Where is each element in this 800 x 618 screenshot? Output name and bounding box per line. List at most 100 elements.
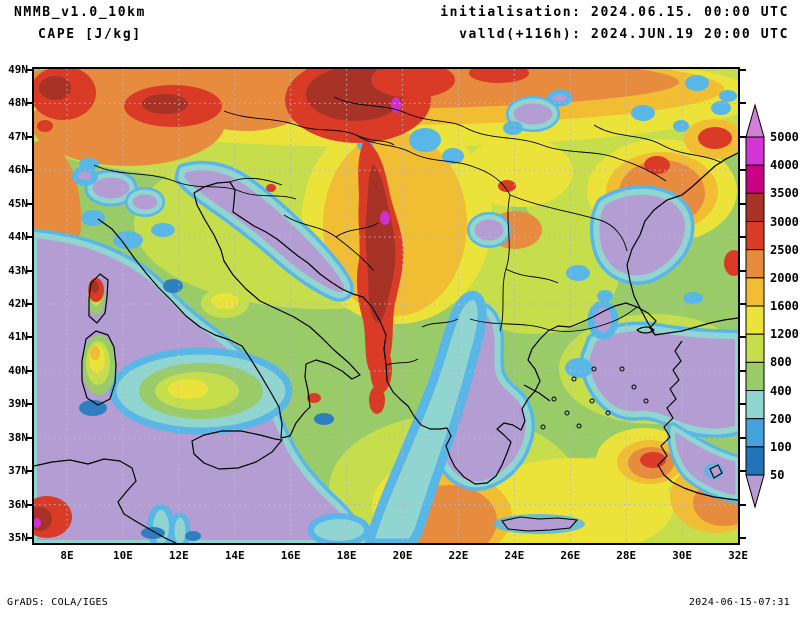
colorbar-segment — [745, 418, 765, 448]
grads-credit: GrADS: COLA/IGES — [7, 597, 109, 608]
colorbar-segment — [745, 333, 765, 363]
x-axis-tick-label: 30E — [672, 549, 693, 562]
axis-tick-mark — [740, 102, 746, 105]
cape-field — [34, 69, 738, 543]
axis-tick-mark — [740, 169, 746, 172]
crete-rhodes — [493, 463, 724, 534]
axis-tick-mark — [26, 269, 32, 272]
colorbar-segment — [745, 136, 765, 166]
x-axis-tick-label: 28E — [616, 549, 637, 562]
y-axis-tick-label: 45N — [8, 196, 28, 210]
colorbar-segment — [745, 192, 765, 223]
x-axis-tick-label: 26E — [560, 549, 581, 562]
axis-tick-mark — [26, 69, 32, 71]
y-axis-tick-label: 42N — [8, 297, 28, 310]
x-axis-tick-label: 10E — [112, 549, 133, 562]
y-axis-tick-label: 36N — [8, 497, 28, 511]
colorbar-level-label: 3000 — [770, 214, 799, 229]
axis-tick-mark — [26, 236, 32, 239]
colorbar-under-arrow — [745, 474, 765, 509]
colorbar-level-label: 100 — [770, 439, 792, 454]
y-axis-tick-label: 47N — [8, 129, 28, 143]
y-axis-tick-label: 48N — [8, 96, 28, 110]
axis-tick-mark — [740, 403, 746, 406]
colorbar-segment — [745, 221, 765, 251]
colorbar-over-arrow — [745, 103, 765, 138]
x-axis-tick-label: 8E — [60, 549, 74, 562]
y-axis-tick-label: 43N — [8, 263, 28, 277]
colorbar-segment — [745, 446, 765, 476]
colorbar-level-label: 200 — [770, 411, 792, 426]
y-axis-tick-label: 40N — [8, 363, 28, 377]
x-axis-tick-label: 20E — [392, 549, 413, 562]
axis-tick-mark — [26, 102, 32, 105]
axis-tick-mark — [740, 135, 746, 138]
axis-tick-mark — [26, 503, 32, 506]
colorbar-level-label: 3500 — [770, 186, 799, 201]
y-axis-tick-label: 38N — [8, 430, 28, 444]
country-borders — [93, 96, 723, 366]
colorbar-level-label: 50 — [770, 468, 785, 483]
map-plot-area — [32, 67, 740, 545]
y-axis-tick-label: 41N — [8, 330, 28, 344]
axis-tick-mark — [740, 69, 746, 71]
x-axis-tick-label: 32E — [728, 549, 748, 562]
x-axis-tick-label: 24E — [504, 549, 525, 562]
y-axis-tick-label: 44N — [8, 230, 28, 244]
axis-tick-mark — [26, 169, 32, 172]
axis-tick-mark — [26, 403, 32, 406]
axis-tick-mark — [740, 303, 746, 305]
x-axis-tick-label: 12E — [168, 549, 189, 562]
colorbar — [745, 103, 765, 509]
colorbar-level-label: 1200 — [770, 327, 799, 342]
y-axis-tick-label: 37N — [8, 464, 28, 478]
x-axis-tick-label: 16E — [280, 549, 301, 562]
axis-tick-mark — [740, 503, 746, 506]
cape-high-red-areas — [34, 69, 738, 538]
axis-tick-mark — [740, 436, 746, 439]
x-axis-tick-label: 18E — [336, 549, 357, 562]
axis-tick-mark — [740, 202, 746, 205]
cape-50-100-spots — [79, 279, 334, 541]
colorbar-level-label: 4000 — [770, 158, 799, 173]
axis-tick-mark — [740, 470, 746, 473]
colorbar-segment — [745, 305, 765, 335]
variable-title: CAPE [J/kg] — [38, 27, 142, 42]
axis-tick-mark — [26, 369, 32, 372]
axis-tick-mark — [26, 135, 32, 138]
init-time-label: initialisation: 2024.06.15. 00:00 UTC — [440, 5, 789, 20]
axis-tick-mark — [26, 303, 32, 305]
y-axis-tick-label: 35N — [8, 531, 28, 545]
plot-timestamp: 2024-06-15-07:31 — [688, 597, 790, 608]
colorbar-segment — [745, 249, 765, 279]
axis-tick-mark — [740, 269, 746, 272]
y-axis-tick-label: 49N — [8, 63, 28, 76]
axis-tick-mark — [740, 537, 746, 540]
axis-tick-mark — [26, 470, 32, 473]
colorbar-segment — [745, 390, 765, 420]
cape-200-400-bands — [147, 291, 593, 543]
colorbar-segment — [745, 277, 765, 307]
aegean-islands — [540, 366, 649, 430]
axis-tick-mark — [26, 202, 32, 205]
colorbar-level-label: 400 — [770, 383, 792, 398]
colorbar-level-label: 2500 — [770, 242, 799, 257]
colorbar-segment — [745, 361, 765, 392]
coastlines — [34, 152, 738, 543]
colorbar-segment — [745, 164, 765, 194]
gridlines — [34, 69, 738, 543]
axis-tick-mark — [740, 236, 746, 239]
x-axis-tick-label: 14E — [224, 549, 245, 562]
colorbar-level-label: 800 — [770, 355, 792, 370]
valid-time-label: valld(+116h): 2024.JUN.19 20:00 UTC — [459, 27, 789, 42]
colorbar-level-label: 5000 — [770, 130, 799, 144]
colorbar-level-label: 2000 — [770, 270, 799, 285]
colorbar-level-label: 1600 — [770, 299, 799, 314]
y-axis-tick-label: 46N — [8, 163, 28, 177]
y-axis-tick-label: 39N — [8, 397, 28, 411]
axis-tick-mark — [26, 537, 32, 540]
axis-tick-mark — [740, 369, 746, 372]
axis-tick-mark — [740, 336, 746, 339]
axis-tick-mark — [26, 436, 32, 439]
